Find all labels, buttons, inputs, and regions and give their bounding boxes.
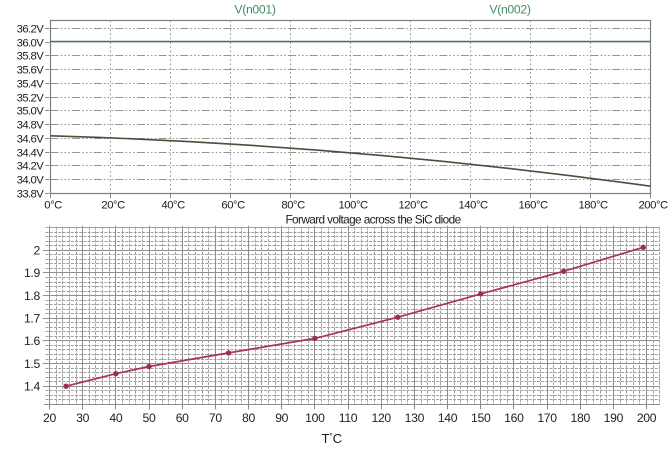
svg-text:34.8V: 34.8V [17,120,45,132]
svg-text:1.8: 1.8 [24,289,41,303]
svg-text:35.6V: 35.6V [17,65,45,77]
svg-text:150: 150 [471,411,491,425]
svg-text:120°C: 120°C [398,200,428,212]
svg-text:1.4: 1.4 [24,379,41,393]
svg-text:36.0V: 36.0V [17,38,45,50]
svg-text:1.7: 1.7 [24,311,41,325]
svg-text:33.8V: 33.8V [17,189,45,201]
svg-text:20: 20 [43,411,56,425]
svg-text:Forward voltage across the SiC: Forward voltage across the SiC diode [285,212,461,226]
svg-text:40°C: 40°C [161,200,185,212]
svg-text:200°C: 200°C [638,200,668,212]
svg-text:34.0V: 34.0V [17,175,45,187]
svg-text:80: 80 [242,411,255,425]
svg-text:35.2V: 35.2V [17,93,45,105]
svg-text:130: 130 [405,411,425,425]
svg-text:200: 200 [637,411,657,425]
svg-text:140: 140 [438,411,458,425]
svg-text:34.6V: 34.6V [17,134,45,146]
svg-text:40: 40 [109,411,122,425]
svg-text:80°C: 80°C [281,200,305,212]
svg-text:2: 2 [34,244,41,258]
svg-text:1.6: 1.6 [24,334,41,348]
svg-text:140°C: 140°C [458,200,488,212]
svg-text:36.2V: 36.2V [17,24,45,36]
svg-text:V(n001): V(n001) [234,3,276,17]
svg-text:100: 100 [305,411,325,425]
svg-text:180°C: 180°C [578,200,608,212]
svg-text:60°C: 60°C [221,200,245,212]
svg-text:20°C: 20°C [101,200,125,212]
svg-text:180: 180 [571,411,591,425]
svg-text:35.4V: 35.4V [17,79,45,91]
svg-text:T°C: T°C [322,431,343,446]
svg-text:35.8V: 35.8V [17,51,45,63]
svg-text:90: 90 [275,411,288,425]
svg-text:34.2V: 34.2V [17,161,45,173]
svg-text:170: 170 [537,411,557,425]
svg-text:0°C: 0°C [44,200,62,212]
svg-text:100°C: 100°C [338,200,368,212]
svg-text:160°C: 160°C [518,200,548,212]
svg-text:1.5: 1.5 [24,357,41,371]
svg-text:50: 50 [143,411,156,425]
svg-text:190: 190 [604,411,624,425]
svg-text:110: 110 [339,411,358,425]
svg-text:V(n002): V(n002) [489,3,531,17]
svg-text:120: 120 [371,411,391,425]
svg-text:35.0V: 35.0V [17,106,45,118]
svg-text:70: 70 [209,411,222,425]
svg-text:34.4V: 34.4V [17,148,45,160]
svg-text:60: 60 [176,411,189,425]
svg-text:160: 160 [504,411,524,425]
svg-text:30: 30 [76,411,89,425]
svg-text:1.9: 1.9 [24,266,41,280]
